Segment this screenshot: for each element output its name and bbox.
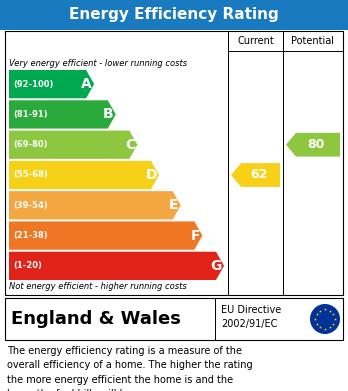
Text: EU Directive: EU Directive [221,305,281,315]
Polygon shape [9,70,94,98]
Text: (21-38): (21-38) [13,231,48,240]
Text: D: D [145,168,157,182]
Polygon shape [9,221,202,250]
Text: Potential: Potential [292,36,334,46]
Text: A: A [81,77,92,91]
Text: Not energy efficient - higher running costs: Not energy efficient - higher running co… [9,282,187,291]
Polygon shape [9,191,181,219]
Text: B: B [103,108,114,122]
Text: G: G [211,259,222,273]
Polygon shape [9,252,224,280]
Text: (1-20): (1-20) [13,261,42,270]
Text: (39-54): (39-54) [13,201,48,210]
Polygon shape [9,161,159,189]
Text: The energy efficiency rating is a measure of the
overall efficiency of a home. T: The energy efficiency rating is a measur… [7,346,253,391]
Text: (92-100): (92-100) [13,80,53,89]
Text: C: C [125,138,135,152]
Polygon shape [286,133,340,156]
Polygon shape [9,100,116,129]
Text: England & Wales: England & Wales [11,310,181,328]
Text: E: E [169,198,179,212]
Text: 80: 80 [307,138,325,151]
Bar [0,0,348,30]
Text: (69-80): (69-80) [13,140,47,149]
Text: Energy Efficiency Rating: Energy Efficiency Rating [69,7,279,23]
Text: Current: Current [237,36,274,46]
Text: 62: 62 [250,169,267,181]
Bar [5,298,343,340]
Text: (81-91): (81-91) [13,110,48,119]
Text: F: F [191,229,200,242]
Text: Very energy efficient - lower running costs: Very energy efficient - lower running co… [9,59,187,68]
Polygon shape [231,163,280,187]
Circle shape [310,304,340,334]
Text: 2002/91/EC: 2002/91/EC [221,319,277,329]
Bar [5,31,343,295]
Polygon shape [9,131,137,159]
Text: (55-68): (55-68) [13,170,48,179]
